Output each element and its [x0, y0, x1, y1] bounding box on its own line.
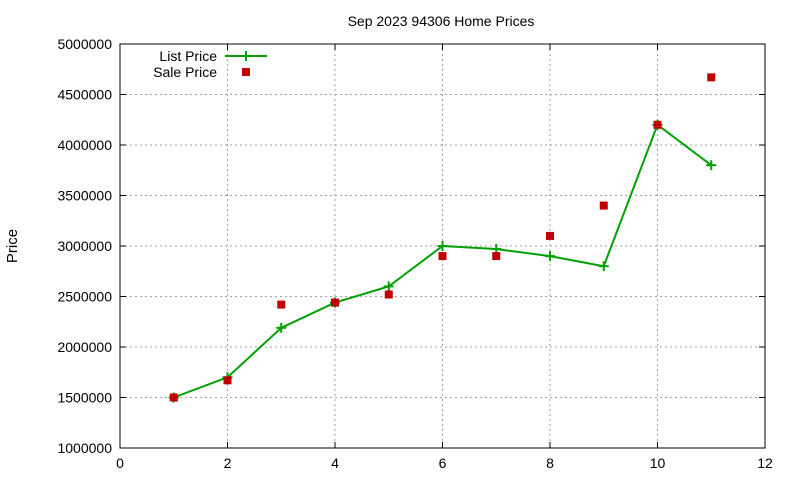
x-tick-label: 6 — [439, 455, 447, 471]
y-tick-label: 3000000 — [57, 238, 112, 254]
data-point-plus — [241, 51, 251, 61]
data-point-square — [223, 376, 232, 385]
y-tick-label: 1500000 — [57, 390, 112, 406]
data-point-square — [599, 201, 608, 210]
y-tick-label: 2500000 — [57, 289, 112, 305]
y-tick-label: 3500000 — [57, 188, 112, 204]
data-point-plus — [706, 160, 717, 171]
data-point-plus — [383, 281, 394, 292]
data-point-plus — [276, 322, 287, 333]
x-tick-label: 2 — [224, 455, 232, 471]
x-tick-label: 12 — [757, 455, 773, 471]
y-tick-label: 5000000 — [57, 36, 112, 52]
x-tick-label: 10 — [650, 455, 666, 471]
data-point-plus — [545, 251, 555, 262]
legend-label: List Price — [159, 48, 217, 64]
y-tick-label: 4500000 — [57, 87, 112, 103]
data-point-square — [653, 120, 662, 129]
data-point-square — [438, 252, 447, 261]
data-point-square — [277, 300, 286, 309]
data-point-plus — [598, 261, 609, 272]
x-tick-label: 8 — [546, 455, 554, 471]
y-tick-label: 1000000 — [57, 440, 112, 456]
series-1 — [169, 73, 716, 402]
data-point-square — [546, 231, 554, 240]
y-tick-label: 2000000 — [57, 339, 112, 355]
chart-title: Sep 2023 94306 Home Prices — [348, 13, 535, 29]
data-point-square — [242, 68, 250, 76]
x-tick-label: 4 — [331, 455, 339, 471]
y-tick-label: 4000000 — [57, 137, 112, 153]
data-point-square — [707, 73, 716, 82]
data-point-plus — [437, 241, 448, 251]
y-axis-title: Price — [4, 229, 21, 263]
series — [168, 73, 717, 403]
data-point-square — [331, 298, 339, 307]
legend-label: Sale Price — [153, 64, 217, 80]
data-point-square — [384, 290, 393, 299]
data-point-square — [492, 252, 501, 261]
axes: 0 2 4 6 8 10 12 1000000 1500000 2000000 2500000 300… — [57, 36, 773, 471]
x-tick-label: 0 — [116, 455, 124, 471]
data-point-square — [169, 393, 178, 402]
